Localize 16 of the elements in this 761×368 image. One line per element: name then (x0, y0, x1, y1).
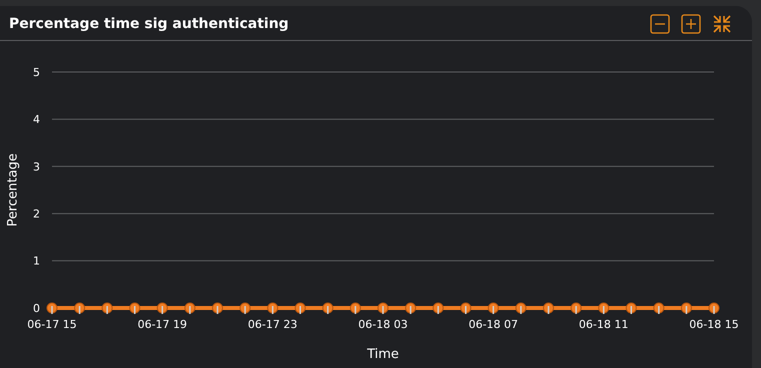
chart-title: Percentage time sig authenticating (9, 16, 289, 32)
y-axis-title: Percentage (6, 153, 21, 227)
y-tick-label: 3 (33, 160, 40, 174)
y-tick-label: 5 (33, 66, 40, 79)
x-tick-label: 06-17 23 (248, 318, 298, 331)
y-tick-label: 0 (33, 302, 40, 315)
y-tick-label: 1 (33, 254, 40, 268)
y-tick-label: 4 (33, 113, 40, 126)
x-tick-label: 06-18 15 (689, 318, 739, 331)
x-tick-label: 06-18 07 (468, 318, 518, 331)
x-tick-label: 06-18 03 (358, 318, 408, 331)
x-tick-label: 06-17 15 (27, 318, 77, 331)
x-tick-label: 06-18 11 (578, 318, 628, 331)
x-axis-title: Time (366, 347, 399, 362)
x-tick-label: 06-17 19 (138, 318, 188, 331)
y-tick-label: 2 (33, 208, 40, 221)
